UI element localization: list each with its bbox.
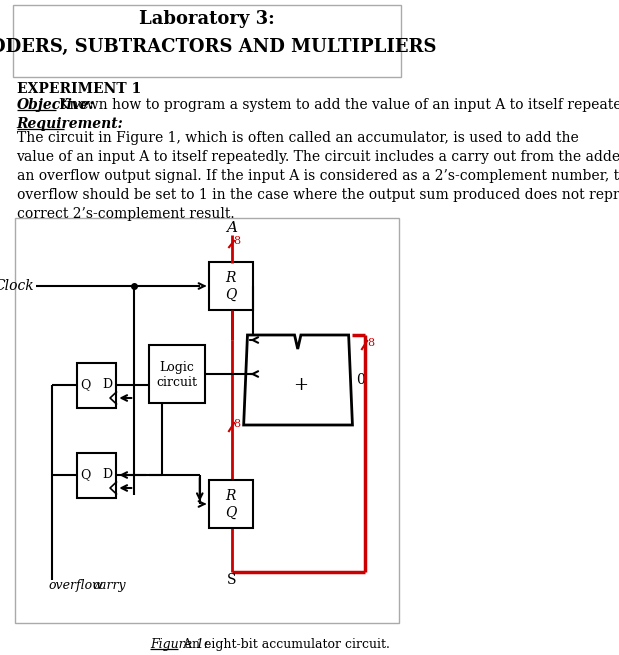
Text: correct 2’s-complement result.: correct 2’s-complement result. [17, 207, 234, 221]
Bar [15, 218, 399, 623]
Text: D: D [103, 468, 113, 481]
Text: 8: 8 [233, 236, 240, 246]
Text: Logic: Logic [160, 360, 194, 373]
Text: Laboratory 3:: Laboratory 3: [139, 10, 275, 28]
Text: circuit: circuit [157, 377, 197, 390]
Bar [149, 345, 205, 403]
Text: D: D [103, 379, 113, 392]
Text: An eight-bit accumulator circuit.: An eight-bit accumulator circuit. [179, 638, 389, 651]
Bar [77, 453, 116, 498]
Text: Known how to program a system to add the value of an input A to itself repeatedl: Known how to program a system to add the… [59, 98, 619, 112]
Text: Q: Q [80, 468, 90, 481]
Text: S: S [227, 573, 236, 587]
Text: A: A [226, 221, 237, 235]
Text: overflow should be set to 1 in the case where the output sum produced does not r: overflow should be set to 1 in the case … [17, 188, 619, 202]
Text: 8: 8 [367, 338, 374, 348]
Text: R: R [226, 489, 236, 503]
Text: an overflow output signal. If the input A is considered as a 2’s-complement numb: an overflow output signal. If the input … [17, 169, 619, 183]
Text: Clock: Clock [0, 279, 34, 293]
Text: 0: 0 [356, 373, 365, 387]
Text: Q: Q [225, 506, 236, 520]
Bar [77, 363, 116, 408]
Text: value of an input A to itself repeatedly. The circuit includes a carry out from : value of an input A to itself repeatedly… [17, 150, 619, 164]
Text: Q: Q [225, 288, 236, 302]
Text: Q: Q [80, 379, 90, 392]
Polygon shape [244, 335, 352, 425]
Bar [209, 480, 253, 528]
Text: EXPERIMENT 1: EXPERIMENT 1 [17, 82, 141, 96]
Text: R: R [226, 271, 236, 285]
Text: overflow: overflow [48, 578, 103, 591]
Text: The circuit in Figure 1, which is often called an accumulator, is used to add th: The circuit in Figure 1, which is often … [17, 131, 578, 145]
Text: +: + [293, 376, 308, 394]
Text: Figure 1:: Figure 1: [150, 638, 209, 651]
Text: 8: 8 [234, 419, 241, 429]
Text: carry: carry [93, 578, 126, 591]
Text: Objective:: Objective: [17, 98, 95, 112]
Text: Requirement:: Requirement: [17, 117, 123, 131]
Bar [209, 262, 253, 310]
Bar [14, 5, 400, 77]
Text: ADDERS, SUBTRACTORS AND MULTIPLIERS: ADDERS, SUBTRACTORS AND MULTIPLIERS [0, 38, 437, 56]
